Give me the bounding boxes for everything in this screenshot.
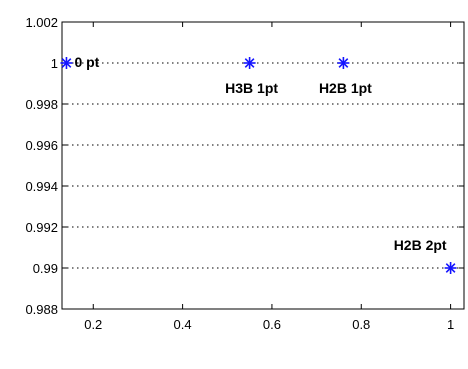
point-label: 0 pt	[74, 54, 99, 70]
data-points	[60, 57, 457, 274]
x-tick-labels: 0.2 0.4 0.6 0.8 1	[84, 317, 454, 332]
axes-frame	[61, 21, 465, 310]
data-point-marker	[444, 262, 457, 274]
y-tick-label: 1.002	[25, 15, 58, 30]
y-tick-label: 0.998	[25, 97, 58, 112]
y-tick-label: 0.994	[25, 179, 58, 194]
data-point-marker	[243, 57, 256, 69]
point-label: H3B 1pt	[225, 80, 278, 96]
x-tick-label: 0.6	[263, 317, 281, 332]
point-labels: 0 pt H3B 1pt H2B 1pt H2B 2pt	[74, 54, 446, 253]
x-tick-label: 0.8	[352, 317, 370, 332]
y-tick-labels: 0.988 0.99 0.992 0.994 0.996 0.998 1 1.002	[25, 15, 58, 317]
y-tick-label: 0.992	[25, 220, 58, 235]
axis-ticks	[62, 21, 464, 310]
x-tick-label: 0.2	[84, 317, 102, 332]
point-label: H2B 1pt	[319, 80, 372, 96]
data-point-marker	[60, 57, 73, 69]
x-tick-label: 0.4	[174, 317, 192, 332]
y-tick-label: 0.99	[33, 261, 58, 276]
grid-lines	[62, 62, 464, 269]
point-label: H2B 2pt	[394, 237, 447, 253]
y-tick-label: 1	[51, 56, 58, 71]
data-point-marker	[337, 57, 350, 69]
x-tick-label: 1	[447, 317, 454, 332]
plot-frame	[61, 21, 465, 310]
y-tick-label: 0.996	[25, 138, 58, 153]
y-tick-label: 0.988	[25, 302, 58, 317]
